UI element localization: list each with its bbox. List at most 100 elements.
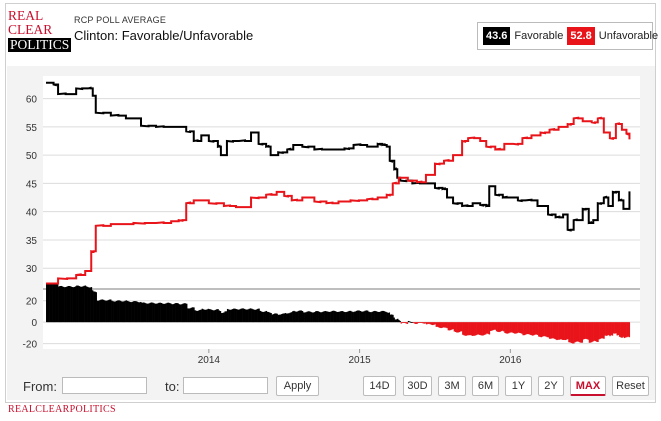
spread-bar (591, 322, 593, 343)
spread-bar (188, 308, 190, 323)
spread-bar (611, 322, 614, 336)
spread-bar (185, 303, 188, 323)
rcp-logo[interactable]: REAL CLEAR POLITICS (8, 9, 72, 56)
spread-bar (627, 322, 629, 337)
spread-bar (357, 310, 359, 323)
spread-bar (55, 284, 58, 323)
spread-bar (216, 309, 218, 323)
from-date-input[interactable] (62, 377, 147, 394)
spread-bar (546, 322, 549, 338)
to-date-input[interactable] (183, 377, 268, 394)
spread-bar (482, 322, 485, 336)
spread-bar (337, 311, 340, 323)
spread-bar (169, 303, 171, 323)
spread-bar (113, 301, 116, 323)
spread-bar (542, 322, 545, 337)
to-label: to: (165, 379, 180, 394)
spread-bar (547, 322, 550, 338)
spread-bar (571, 322, 574, 344)
chart-area[interactable]: 30 35 40 45 50 55 60 20 0 -20 2014 2015 2016 (7, 66, 655, 372)
spread-bar (183, 303, 186, 323)
spread-bar (78, 286, 81, 323)
spread-bar (559, 322, 562, 340)
spread-bar (626, 322, 628, 338)
range-button-6m[interactable]: 6M (472, 376, 499, 396)
spread-bar (469, 322, 471, 336)
spread-bar (46, 283, 48, 323)
spread-bar (182, 303, 184, 323)
spread-bar (124, 300, 126, 323)
spread-bar (329, 311, 331, 323)
spread-bar (524, 322, 527, 335)
spread-bar (242, 308, 245, 323)
main-y-tick-label: 45 (26, 179, 38, 190)
range-button-1y[interactable]: 1Y (505, 376, 532, 396)
spread-bar (181, 304, 183, 323)
spread-bar (153, 303, 155, 323)
spread-bar (386, 312, 388, 323)
spread-bar (421, 322, 423, 323)
range-button-30d[interactable]: 30D (403, 376, 432, 396)
spread-bar (178, 304, 181, 323)
range-button-reset[interactable]: Reset (612, 376, 649, 396)
spread-bar (251, 308, 253, 323)
spread-bar (441, 322, 444, 328)
spread-bar (132, 301, 135, 323)
spread-bar (436, 322, 439, 327)
spread-bar (435, 322, 438, 327)
spread-bar (194, 310, 196, 323)
spread-bar (299, 310, 301, 323)
spread-bar (212, 310, 214, 323)
spread-bar (64, 287, 66, 323)
spread-bar (290, 312, 293, 323)
spread-bar (492, 322, 494, 331)
range-button-14d[interactable]: 14D (363, 376, 396, 396)
spread-bar (195, 310, 198, 323)
apply-button[interactable]: Apply (276, 376, 319, 396)
range-button-2y[interactable]: 2Y (538, 376, 564, 396)
spread-bar (224, 311, 227, 323)
spread-bar (445, 322, 447, 328)
range-button-3m[interactable]: 3M (438, 376, 466, 396)
spread-bar (179, 304, 182, 323)
range-button-max[interactable]: MAX (570, 376, 606, 396)
spread-bar (121, 301, 124, 323)
spread-bar (302, 312, 305, 323)
spread-bar (317, 311, 319, 323)
spread-bar (97, 300, 100, 323)
legend-unfavorable-value: 52.8 (567, 27, 595, 45)
spread-bar (381, 310, 383, 323)
spread-bar (507, 322, 510, 334)
spread-bar (453, 322, 456, 332)
spread-bar (423, 322, 426, 324)
spread-bar (605, 322, 608, 336)
spread-bar (248, 308, 251, 323)
spread-bar (210, 309, 212, 323)
spread-bar (313, 312, 316, 323)
spread-bar (597, 322, 599, 343)
spread-bar (154, 303, 157, 323)
unfavorable-line[interactable] (46, 116, 631, 285)
spread-bar (575, 322, 577, 342)
spread-bar (415, 322, 417, 324)
spread-bar (187, 308, 189, 323)
spread-bar (342, 311, 345, 323)
spread-bar (358, 310, 360, 323)
favorable-line[interactable] (46, 81, 631, 232)
spread-bar (569, 322, 571, 343)
spread-bar (96, 300, 99, 323)
spread-bar (102, 299, 105, 323)
spread-bar (217, 309, 219, 323)
spread-bar (115, 300, 118, 323)
spread-bar (374, 310, 376, 323)
spread-bar (213, 310, 216, 323)
spread-bar (267, 312, 270, 323)
spread-bar (246, 309, 248, 323)
spread-bar (91, 290, 94, 323)
spread-bar (76, 285, 78, 323)
spread-bar (235, 309, 237, 323)
footer-brand[interactable]: REALCLEARPOLITICS (8, 404, 116, 415)
spread-bar (260, 311, 263, 323)
chart-svg[interactable]: 30 35 40 45 50 55 60 20 0 -20 2014 2015 2016 (7, 66, 655, 372)
spread-bar (550, 322, 552, 339)
